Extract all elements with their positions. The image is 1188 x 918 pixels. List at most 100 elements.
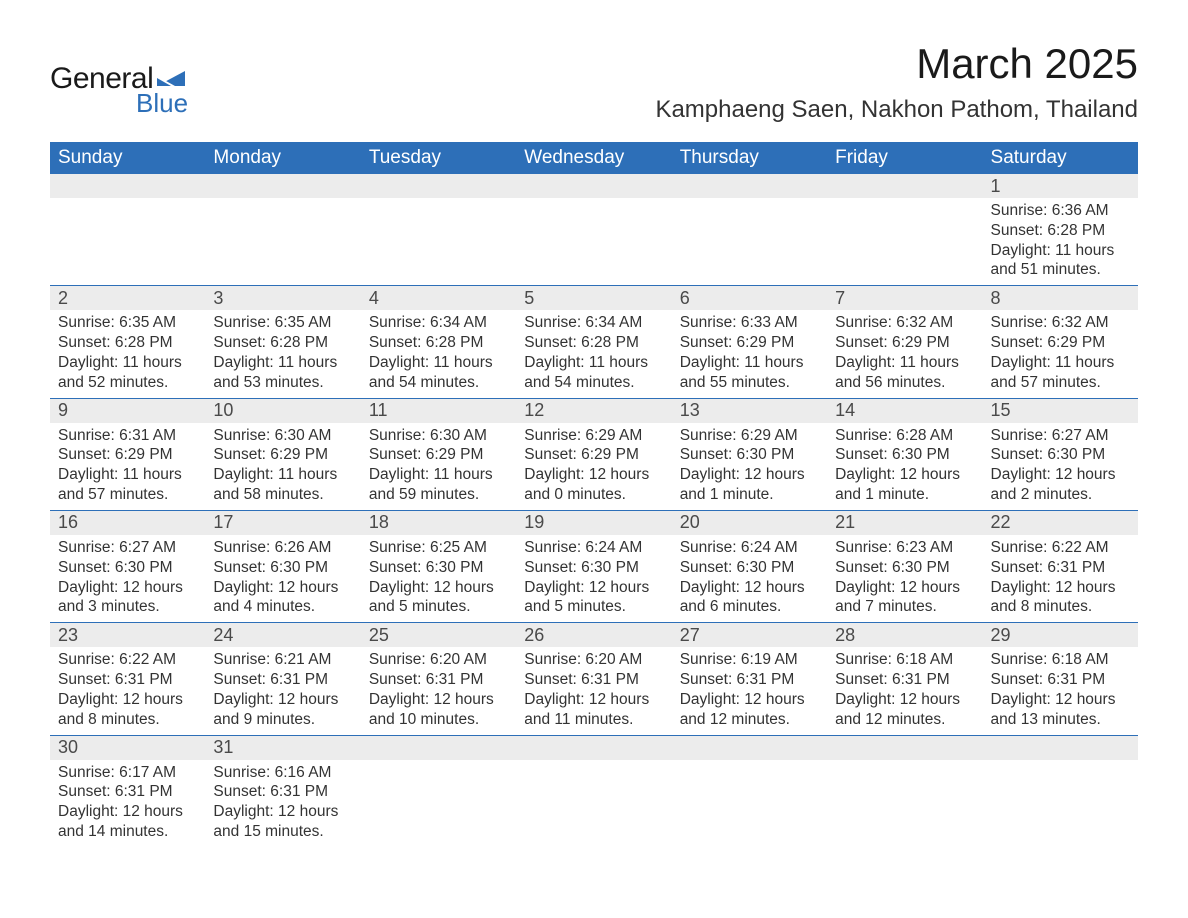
sunrise-line: Sunrise: 6:32 AM	[991, 313, 1130, 333]
day-content: Sunrise: 6:32 AMSunset: 6:29 PMDaylight:…	[827, 310, 982, 397]
sunrise-line: Sunrise: 6:26 AM	[213, 538, 352, 558]
sunset-line: Sunset: 6:31 PM	[213, 670, 352, 690]
day-content	[361, 198, 516, 280]
day-content: Sunrise: 6:27 AMSunset: 6:30 PMDaylight:…	[50, 535, 205, 622]
day-number-row	[827, 174, 982, 198]
sunset-line: Sunset: 6:31 PM	[991, 670, 1130, 690]
weekday-header: Friday	[827, 142, 982, 174]
daylight-line: Daylight: 12 hours and 3 minutes.	[58, 578, 197, 618]
daylight-line: Daylight: 11 hours and 53 minutes.	[213, 353, 352, 393]
day-number: 29	[983, 625, 1011, 646]
day-number-row: 20	[672, 511, 827, 535]
day-cell: 6Sunrise: 6:33 AMSunset: 6:29 PMDaylight…	[672, 286, 827, 397]
sunrise-line: Sunrise: 6:16 AM	[213, 763, 352, 783]
sunrise-line: Sunrise: 6:24 AM	[680, 538, 819, 558]
daylight-line: Daylight: 12 hours and 8 minutes.	[58, 690, 197, 730]
sunrise-line: Sunrise: 6:23 AM	[835, 538, 974, 558]
day-number-row: 5	[516, 286, 671, 310]
day-number: 11	[361, 400, 388, 421]
day-cell	[361, 174, 516, 285]
day-number: 25	[361, 625, 389, 646]
daylight-line: Daylight: 11 hours and 57 minutes.	[58, 465, 197, 505]
day-number-row: 15	[983, 399, 1138, 423]
day-content: Sunrise: 6:20 AMSunset: 6:31 PMDaylight:…	[361, 647, 516, 734]
day-cell	[827, 736, 982, 847]
day-cell: 28Sunrise: 6:18 AMSunset: 6:31 PMDayligh…	[827, 623, 982, 734]
day-number: 2	[50, 288, 68, 309]
daylight-line: Daylight: 12 hours and 5 minutes.	[369, 578, 508, 618]
sunrise-line: Sunrise: 6:20 AM	[524, 650, 663, 670]
day-content	[50, 198, 205, 280]
sunset-line: Sunset: 6:29 PM	[58, 445, 197, 465]
sunset-line: Sunset: 6:28 PM	[524, 333, 663, 353]
day-number: 5	[516, 288, 534, 309]
day-number: 13	[672, 400, 700, 421]
daylight-line: Daylight: 12 hours and 10 minutes.	[369, 690, 508, 730]
day-content: Sunrise: 6:35 AMSunset: 6:28 PMDaylight:…	[205, 310, 360, 397]
day-cell: 14Sunrise: 6:28 AMSunset: 6:30 PMDayligh…	[827, 399, 982, 510]
day-number: 8	[983, 288, 1001, 309]
day-cell: 10Sunrise: 6:30 AMSunset: 6:29 PMDayligh…	[205, 399, 360, 510]
sunrise-line: Sunrise: 6:17 AM	[58, 763, 197, 783]
day-cell: 25Sunrise: 6:20 AMSunset: 6:31 PMDayligh…	[361, 623, 516, 734]
daylight-line: Daylight: 11 hours and 54 minutes.	[524, 353, 663, 393]
daylight-line: Daylight: 12 hours and 0 minutes.	[524, 465, 663, 505]
daylight-line: Daylight: 12 hours and 1 minute.	[835, 465, 974, 505]
sunset-line: Sunset: 6:30 PM	[835, 558, 974, 578]
daylight-line: Daylight: 11 hours and 58 minutes.	[213, 465, 352, 505]
daylight-line: Daylight: 12 hours and 15 minutes.	[213, 802, 352, 842]
weekday-header: Thursday	[672, 142, 827, 174]
daylight-line: Daylight: 12 hours and 12 minutes.	[680, 690, 819, 730]
daylight-line: Daylight: 11 hours and 59 minutes.	[369, 465, 508, 505]
day-content	[516, 760, 671, 842]
day-cell: 22Sunrise: 6:22 AMSunset: 6:31 PMDayligh…	[983, 511, 1138, 622]
sunset-line: Sunset: 6:31 PM	[680, 670, 819, 690]
day-number: 23	[50, 625, 78, 646]
day-content	[672, 198, 827, 280]
sunset-line: Sunset: 6:30 PM	[369, 558, 508, 578]
sunset-line: Sunset: 6:30 PM	[835, 445, 974, 465]
day-number-row	[50, 174, 205, 198]
day-content	[827, 760, 982, 842]
weekday-header: Sunday	[50, 142, 205, 174]
calendar: Sunday Monday Tuesday Wednesday Thursday…	[50, 142, 1138, 847]
daylight-line: Daylight: 12 hours and 14 minutes.	[58, 802, 197, 842]
calendar-week-row: 30Sunrise: 6:17 AMSunset: 6:31 PMDayligh…	[50, 735, 1138, 847]
sunset-line: Sunset: 6:31 PM	[58, 670, 197, 690]
day-number-row: 11	[361, 399, 516, 423]
day-number-row: 9	[50, 399, 205, 423]
day-number-row: 21	[827, 511, 982, 535]
daylight-line: Daylight: 11 hours and 56 minutes.	[835, 353, 974, 393]
day-content: Sunrise: 6:22 AMSunset: 6:31 PMDaylight:…	[50, 647, 205, 734]
daylight-line: Daylight: 12 hours and 1 minute.	[680, 465, 819, 505]
daylight-line: Daylight: 12 hours and 2 minutes.	[991, 465, 1130, 505]
sunrise-line: Sunrise: 6:28 AM	[835, 426, 974, 446]
day-cell: 24Sunrise: 6:21 AMSunset: 6:31 PMDayligh…	[205, 623, 360, 734]
day-cell: 11Sunrise: 6:30 AMSunset: 6:29 PMDayligh…	[361, 399, 516, 510]
sunset-line: Sunset: 6:29 PM	[524, 445, 663, 465]
day-number-row: 7	[827, 286, 982, 310]
sunrise-line: Sunrise: 6:22 AM	[991, 538, 1130, 558]
day-content: Sunrise: 6:17 AMSunset: 6:31 PMDaylight:…	[50, 760, 205, 847]
day-cell	[827, 174, 982, 285]
sunset-line: Sunset: 6:29 PM	[213, 445, 352, 465]
weekday-header: Wednesday	[516, 142, 671, 174]
sunrise-line: Sunrise: 6:34 AM	[524, 313, 663, 333]
day-content: Sunrise: 6:21 AMSunset: 6:31 PMDaylight:…	[205, 647, 360, 734]
day-number: 1	[983, 176, 1001, 197]
day-cell: 26Sunrise: 6:20 AMSunset: 6:31 PMDayligh…	[516, 623, 671, 734]
day-cell: 4Sunrise: 6:34 AMSunset: 6:28 PMDaylight…	[361, 286, 516, 397]
sunrise-line: Sunrise: 6:32 AM	[835, 313, 974, 333]
day-number-row	[827, 736, 982, 760]
day-cell: 8Sunrise: 6:32 AMSunset: 6:29 PMDaylight…	[983, 286, 1138, 397]
day-content: Sunrise: 6:18 AMSunset: 6:31 PMDaylight:…	[827, 647, 982, 734]
calendar-week-row: 2Sunrise: 6:35 AMSunset: 6:28 PMDaylight…	[50, 285, 1138, 397]
day-cell: 16Sunrise: 6:27 AMSunset: 6:30 PMDayligh…	[50, 511, 205, 622]
logo: General Blue	[50, 62, 188, 119]
day-number-row: 30	[50, 736, 205, 760]
logo-text-blue: Blue	[136, 88, 188, 119]
daylight-line: Daylight: 12 hours and 7 minutes.	[835, 578, 974, 618]
title-block: March 2025 Kamphaeng Saen, Nakhon Pathom…	[655, 40, 1138, 124]
day-cell	[516, 174, 671, 285]
day-content: Sunrise: 6:35 AMSunset: 6:28 PMDaylight:…	[50, 310, 205, 397]
